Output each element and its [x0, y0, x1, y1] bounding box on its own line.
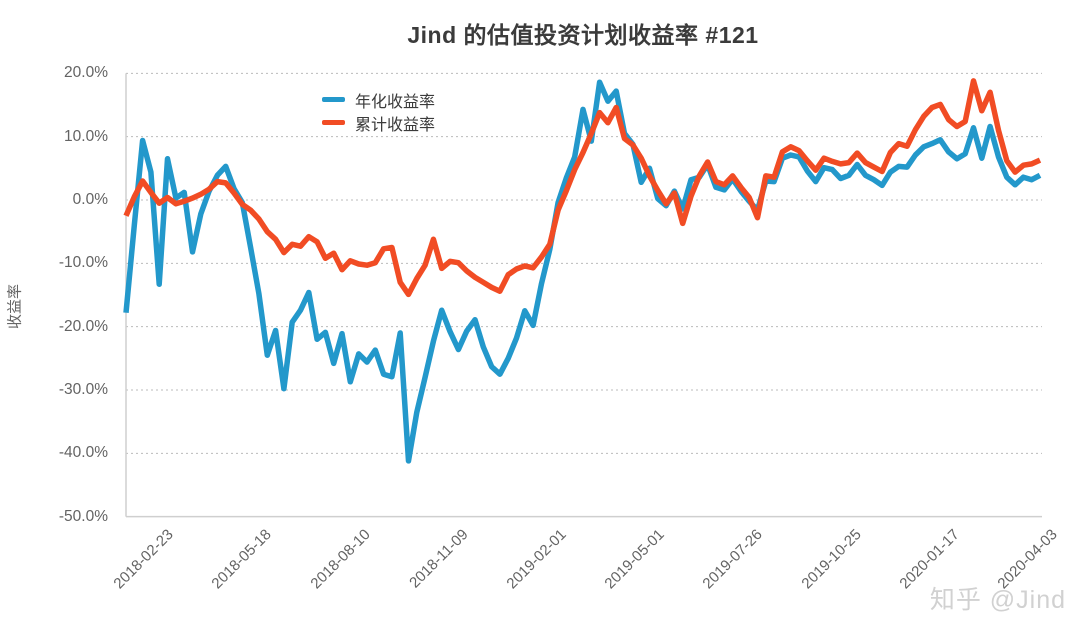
legend-label-annualized: 年化收益率	[355, 93, 436, 111]
legend-swatch-cumulative	[322, 120, 345, 125]
legend-item-annualized: 年化收益率	[322, 88, 435, 111]
y-tick-label: 20.0%	[64, 64, 108, 82]
y-tick-label: -50.0%	[58, 507, 108, 525]
y-tick-label: -20.0%	[58, 317, 108, 335]
chart-title: Jind 的估值投资计划收益率 #121	[407, 22, 759, 48]
y-tick-label: 10.0%	[64, 127, 108, 145]
legend-swatch-annualized	[322, 97, 345, 102]
y-tick-label: -40.0%	[58, 444, 108, 462]
legend-item-cumulative: 累计收益率	[322, 111, 435, 134]
y-tick-label: 0.0%	[72, 191, 108, 208]
y-tick-label: -30.0%	[58, 380, 108, 398]
watermark: 知乎 @Jind	[929, 586, 1066, 614]
legend: 年化收益率 累计收益率	[322, 88, 435, 134]
annualized-return-line	[123, 79, 1042, 464]
legend-label-cumulative: 累计收益率	[355, 116, 436, 134]
y-tick-label: -10.0%	[58, 254, 108, 272]
cumulative-return-line	[123, 78, 1042, 298]
